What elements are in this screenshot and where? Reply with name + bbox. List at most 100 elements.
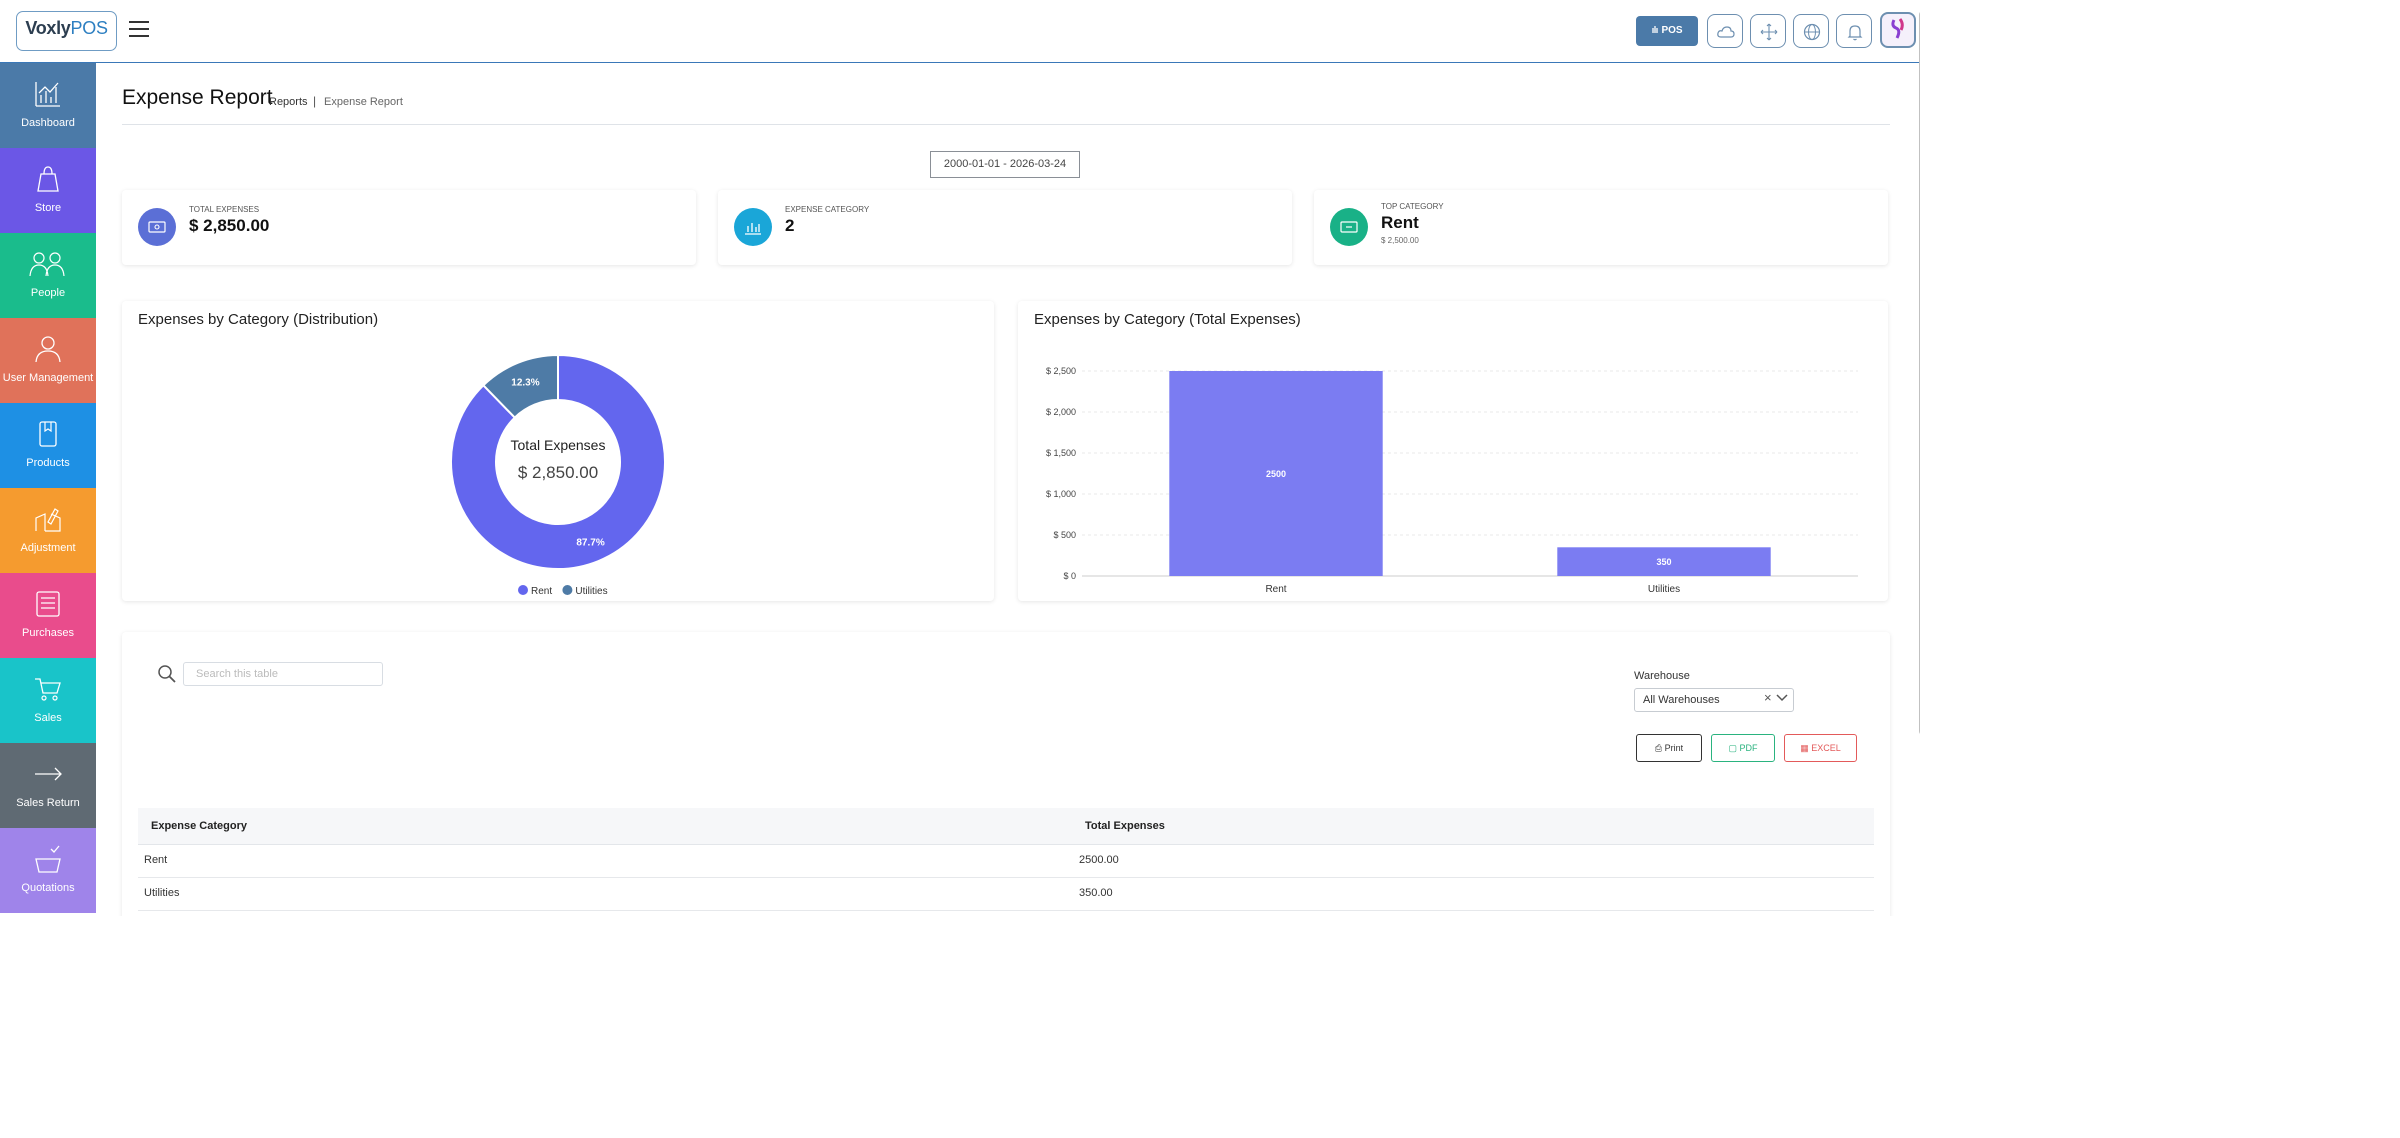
warehouse-select[interactable]: All Warehouses (1634, 688, 1794, 712)
y-tick-label: $ 2,000 (1046, 407, 1076, 417)
sidebar-item-label: Purchases (22, 627, 74, 639)
sidebar-item-adjustment[interactable]: Adjustment (0, 488, 96, 573)
hand-icon (1652, 26, 1659, 33)
chart-card-distribution: Expenses by Category (Distribution) 87.7… (122, 301, 994, 601)
legend-item-utilities[interactable]: Utilities (575, 586, 607, 597)
excel-button[interactable]: ▦ EXCEL (1784, 734, 1857, 762)
bar-utilities[interactable] (1557, 547, 1771, 576)
breadcrumb-separator: | (313, 94, 317, 108)
sidebar-item-purchases[interactable]: Purchases (0, 573, 96, 658)
scrollbar-thumb[interactable] (1919, 10, 1920, 736)
menu-toggle-icon[interactable] (129, 21, 149, 39)
legend-item-rent[interactable]: Rent (531, 586, 552, 597)
search-icon (158, 665, 176, 683)
sidebar-item-people[interactable]: People (0, 233, 96, 318)
table-cell: 350.00 (1079, 887, 1113, 899)
printer-icon: ⎙ (1654, 743, 1663, 753)
sidebar-item-dashboard[interactable]: Dashboard (0, 63, 96, 148)
sidebar-item-sales-return[interactable]: Sales Return (0, 743, 96, 828)
x-tick-label: Utilities (1648, 584, 1680, 595)
column-header[interactable]: Total Expenses (1085, 820, 1165, 832)
basket-icon (35, 845, 61, 873)
stat-subvalue: $ 2,500.00 (1381, 236, 1419, 245)
table-cell: 2500.00 (1079, 854, 1119, 866)
bar-rent[interactable] (1169, 371, 1383, 576)
receipt-icon (36, 591, 60, 617)
legend-swatch (562, 585, 573, 595)
donut-slice-rent[interactable] (450, 353, 666, 570)
fullscreen-button[interactable] (1750, 14, 1786, 48)
stat-card-top-category: TOP CATEGORY Rent $ 2,500.00 (1314, 190, 1888, 265)
user-icon (35, 336, 61, 363)
table-header: Expense Category Total Expenses (138, 808, 1874, 845)
sidebar-item-label: Store (34, 202, 62, 214)
sidebar-item-quotations[interactable]: Quotations (0, 828, 96, 913)
table-cell: Rent (144, 854, 168, 866)
stat-icon-wrapper (734, 208, 772, 246)
chart-title: Expenses by Category (Distribution) (138, 311, 379, 328)
sidebar-item-user-management[interactable]: User Management (0, 318, 96, 403)
language-button[interactable] (1793, 14, 1829, 48)
stat-label: EXPENSE CATEGORY (785, 205, 870, 214)
brand-name-a: Voxly (25, 18, 71, 38)
arrow-right-icon (35, 767, 62, 781)
divider (122, 124, 1890, 125)
stat-card-expense-category: EXPENSE CATEGORY 2 (718, 190, 1292, 265)
sidebar-item-label: Adjustment (20, 542, 76, 554)
globe-icon (1803, 23, 1821, 41)
donut-slice-utilities[interactable] (481, 353, 559, 419)
user-avatar[interactable] (1880, 12, 1916, 48)
breadcrumb-parent[interactable]: Reports (269, 96, 308, 108)
print-button[interactable]: ⎙ Print (1636, 734, 1702, 762)
excel-button-label: EXCEL (1811, 743, 1841, 753)
sidebar-item-label: User Management (2, 372, 94, 384)
y-tick-label: $ 1,500 (1046, 448, 1076, 458)
pdf-button[interactable]: ▢ PDF (1711, 734, 1775, 762)
chevron-down-icon[interactable] (1776, 694, 1788, 702)
sidebar-item-label: Quotations (21, 882, 75, 894)
bar-chart-icon (745, 223, 761, 235)
bell-icon (1847, 25, 1863, 41)
search-input[interactable]: Search this table (183, 662, 383, 686)
column-header[interactable]: Expense Category (151, 820, 247, 832)
clear-icon[interactable]: × (1764, 690, 1772, 705)
avatar-image (1891, 18, 1904, 39)
cash-icon (148, 221, 166, 233)
sidebar-item-products[interactable]: Products (0, 403, 96, 488)
warehouse-label: Warehouse (1634, 670, 1690, 682)
table-row[interactable]: Rent 2500.00 (138, 844, 1874, 878)
date-range-picker[interactable]: 2000-01-01 - 2026-03-24 (930, 151, 1080, 178)
bar-data-label: 2500 (1266, 469, 1286, 479)
sidebar-item-label: Sales (34, 712, 62, 724)
notifications-button[interactable] (1836, 14, 1872, 48)
people-icon (29, 252, 65, 277)
donut-center-value: $ 2,850.00 (518, 463, 598, 482)
sidebar-item-label: Products (26, 457, 70, 469)
cloud-button[interactable] (1707, 14, 1743, 48)
stat-label: TOP CATEGORY (1381, 202, 1444, 211)
stat-value: 2 (785, 216, 795, 235)
excel-icon: ▦ (1800, 743, 1809, 753)
y-tick-label: $ 2,500 (1046, 366, 1076, 376)
brand-logo[interactable]: VoxlyPOS (16, 11, 117, 51)
y-tick-label: $ 0 (1063, 571, 1076, 581)
pdf-icon: ▢ (1728, 743, 1737, 753)
cloud-icon (1717, 26, 1735, 38)
stat-card-total-expenses: TOTAL EXPENSES $ 2,850.00 (122, 190, 696, 265)
stat-value: $ 2,850.00 (189, 216, 270, 235)
stat-icon-wrapper (1330, 208, 1368, 246)
table-cell: Utilities (144, 887, 180, 899)
product-icon (39, 421, 57, 447)
sidebar-item-sales[interactable]: Sales (0, 658, 96, 743)
sidebar-item-store[interactable]: Store (0, 148, 96, 233)
stat-label: TOTAL EXPENSES (189, 205, 260, 214)
pdf-button-label: PDF (1739, 743, 1758, 753)
chart-title: Expenses by Category (Total Expenses) (1034, 311, 1301, 328)
pos-button-label: POS (1661, 25, 1683, 36)
donut-center-label: Total Expenses (511, 437, 606, 453)
top-bar: VoxlyPOS POS (0, 0, 1920, 63)
pos-button[interactable]: POS (1636, 16, 1698, 46)
y-tick-label: $ 500 (1053, 530, 1076, 540)
stat-value: Rent (1381, 213, 1419, 232)
table-row[interactable]: Utilities 350.00 (138, 877, 1874, 911)
